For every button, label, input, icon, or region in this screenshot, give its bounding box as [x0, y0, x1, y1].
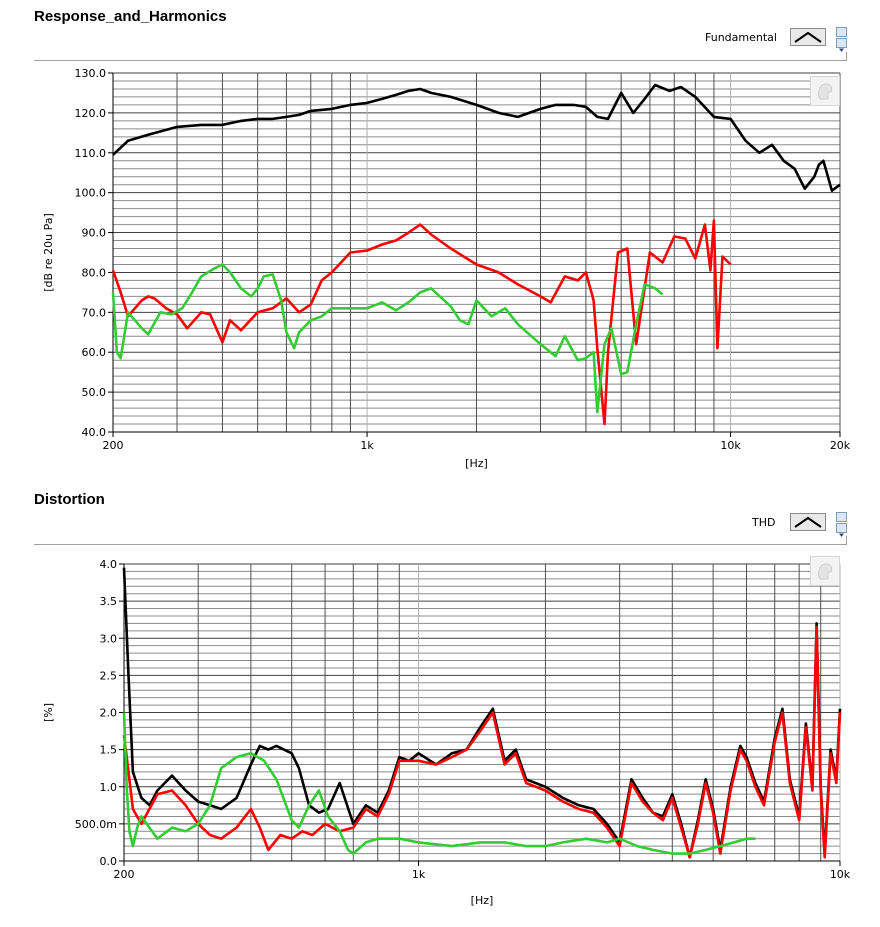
- y-tick-label: 70.0: [82, 306, 107, 319]
- panel-divider-edge: [846, 52, 847, 61]
- x-tick-label: 10k: [830, 868, 851, 881]
- y-tick-label: 500.0m: [75, 818, 117, 831]
- x-tick-label: 1k: [360, 439, 374, 452]
- legend-label-fundamental: Fundamental: [705, 31, 777, 44]
- panel-divider: [34, 60, 846, 61]
- x-tick-label: 200: [103, 439, 124, 452]
- y-tick-label: 0.0: [100, 855, 118, 868]
- distortion-chart: 0.0 500.0m 1.0 1.5 2.0 2.5 3.0 3.5 4.0 200 1k 10k [H…: [42, 558, 851, 907]
- x-tick-label: 200: [114, 868, 135, 881]
- spin-down-button[interactable]: [836, 38, 847, 52]
- x-axis-label: [Hz]: [465, 457, 488, 470]
- x-tick-label: 20k: [830, 439, 851, 452]
- graph-palette-icon[interactable]: [810, 76, 840, 106]
- y-tick-label: 40.0: [82, 426, 107, 439]
- y-tick-label: 3.0: [100, 632, 118, 645]
- up-down-spinner-icon[interactable]: [836, 512, 847, 537]
- y-tick-label: 100.0: [75, 187, 107, 200]
- y-axis-label: [dB re 20u Pa]: [42, 213, 55, 292]
- y-axis-label: [%]: [42, 703, 55, 722]
- y-tick-label: 3.5: [100, 595, 118, 608]
- y-tick-label: 90.0: [82, 227, 107, 240]
- x-tick-label: 1k: [412, 868, 426, 881]
- panel-divider-edge: [846, 536, 847, 545]
- y-tick-label: 2.0: [100, 707, 118, 720]
- panel-divider: [34, 544, 846, 545]
- graph-palette-icon[interactable]: [810, 556, 840, 586]
- panel-title: Distortion: [34, 491, 105, 508]
- y-tick-label: 4.0: [100, 558, 118, 571]
- y-tick-label: 2.5: [100, 669, 118, 682]
- y-tick-label: 1.5: [100, 744, 118, 757]
- y-tick-label: 50.0: [82, 386, 107, 399]
- x-tick-label: 10k: [720, 439, 741, 452]
- series-line: [112, 83, 841, 192]
- panel-title: Response_and_Harmonics: [34, 8, 227, 25]
- y-tick-label: 60.0: [82, 346, 107, 359]
- response-chart: 40.0 50.0 60.0 70.0 80.0 90.0 100.0 110.0 120.0 1…: [42, 67, 851, 470]
- y-tick-label: 130.0: [75, 67, 107, 80]
- response-panel: Response_and_Harmonics Fundamental 40.0 5…: [34, 8, 851, 470]
- y-tick-label: 110.0: [75, 147, 107, 160]
- series-line: [122, 712, 756, 855]
- x-axis-label: [Hz]: [471, 894, 494, 907]
- line-style-swatch-icon[interactable]: [790, 513, 826, 531]
- series-line: [122, 625, 842, 859]
- up-down-spinner-icon[interactable]: [836, 27, 847, 52]
- line-style-swatch-icon[interactable]: [790, 28, 826, 46]
- y-tick-label: 80.0: [82, 266, 107, 279]
- legend-label-thd: THD: [752, 516, 776, 529]
- y-tick-label: 1.0: [100, 781, 118, 794]
- distortion-panel: Distortion THD 0.0 500.0m 1.0 1.5 2.0 2.5 3.0 3…: [0, 485, 880, 927]
- spin-down-button[interactable]: [836, 523, 847, 537]
- y-tick-label: 120.0: [75, 107, 107, 120]
